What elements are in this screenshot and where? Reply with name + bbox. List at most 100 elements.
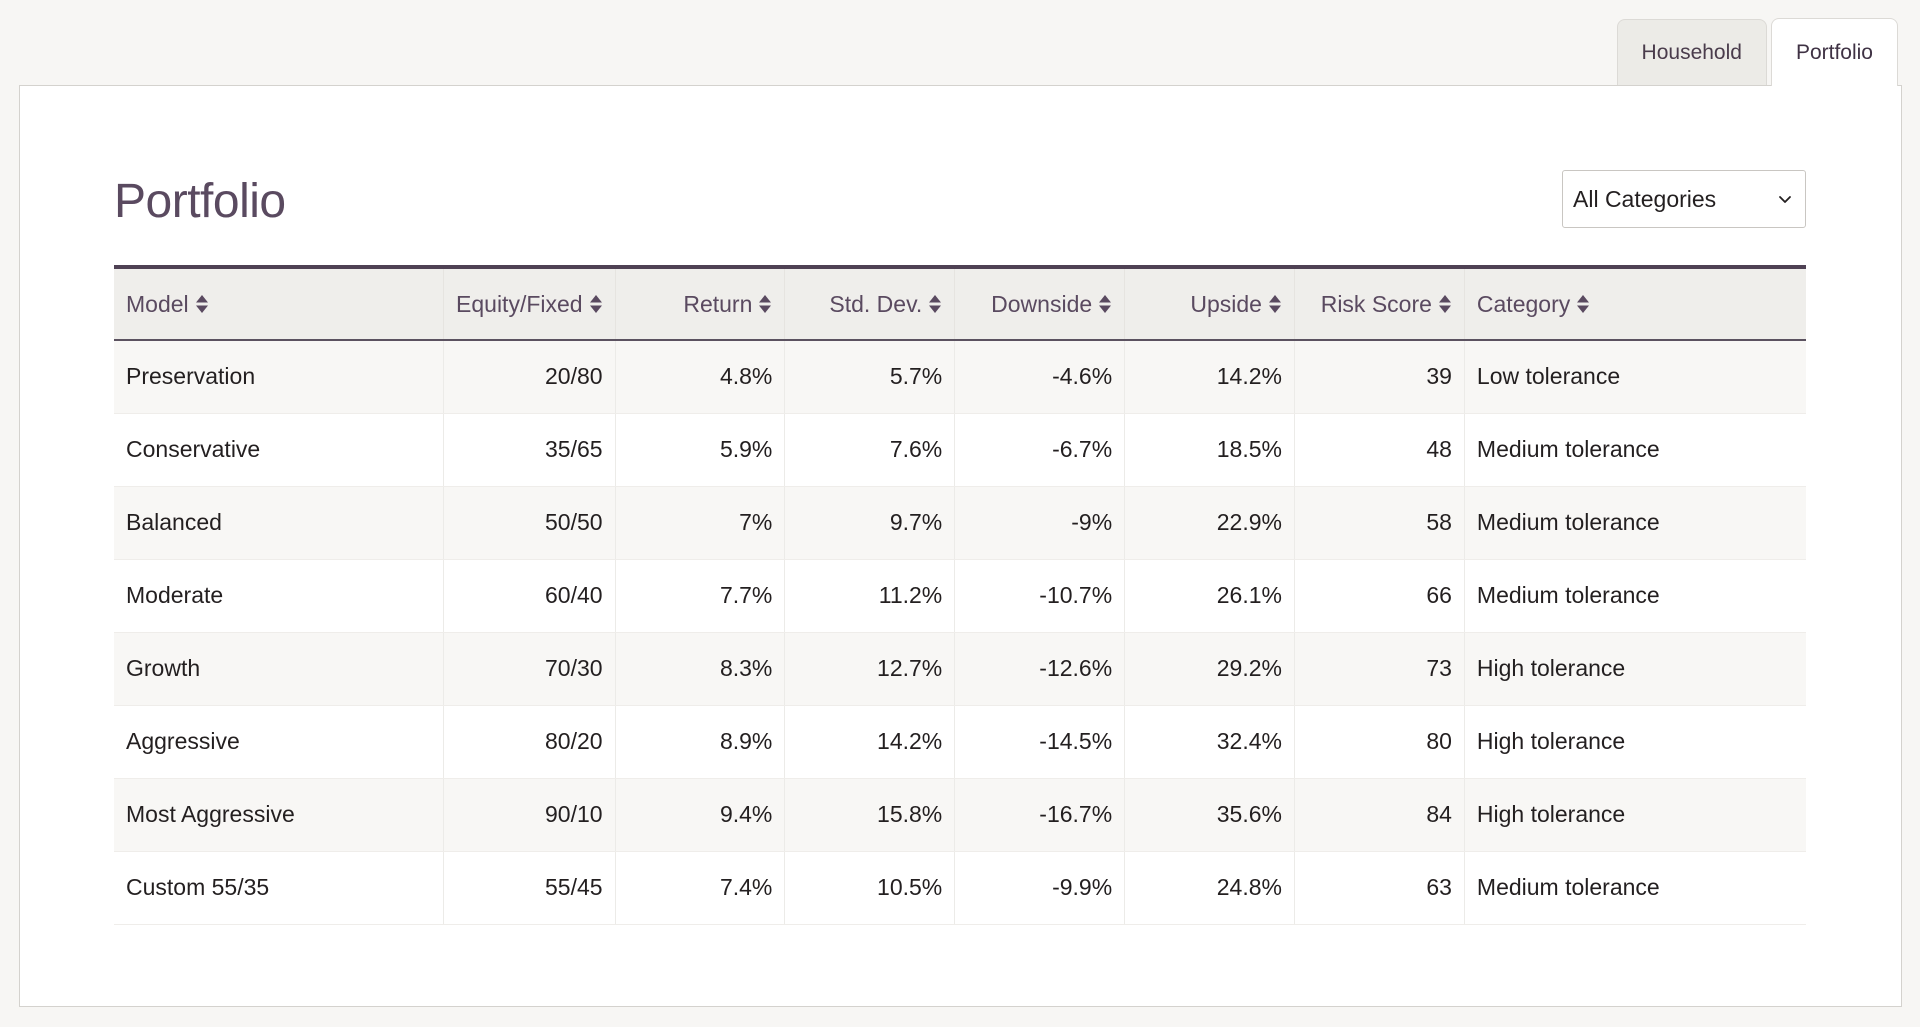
table-row: Balanced 50/50 7% 9.7% -9% 22.9% 58 Medium tole… bbox=[114, 486, 1806, 560]
table-cell: 7.6% bbox=[784, 413, 956, 487]
table-cell: 60/40 bbox=[443, 559, 616, 633]
table-cell: Balanced bbox=[114, 486, 445, 560]
table-cell: 9.7% bbox=[784, 486, 956, 560]
column-header[interactable]: Downside bbox=[954, 267, 1126, 340]
table-cell: 15.8% bbox=[784, 778, 956, 852]
table-body: Preservation 20/80 4.8% 5.7% -4.6% 14.2% 39 Low… bbox=[114, 340, 1806, 925]
table-cell: -10.7% bbox=[954, 559, 1126, 633]
table-cell: 80/20 bbox=[443, 705, 616, 779]
table-cell: High tolerance bbox=[1464, 632, 1806, 706]
table-row: Moderate 60/40 7.7% 11.2% -10.7% 26.1% 66 Mediu… bbox=[114, 559, 1806, 633]
table-cell: -9.9% bbox=[954, 851, 1126, 925]
table-cell: 63 bbox=[1294, 851, 1465, 925]
table-cell: Growth bbox=[114, 632, 445, 706]
sort-icon bbox=[195, 295, 208, 313]
table-cell: Conservative bbox=[114, 413, 445, 487]
column-header[interactable]: Category bbox=[1464, 267, 1806, 340]
table-cell: 14.2% bbox=[784, 705, 956, 779]
table-cell: 22.9% bbox=[1124, 486, 1295, 560]
table-cell: 70/30 bbox=[443, 632, 616, 706]
table-cell: Custom 55/35 bbox=[114, 851, 445, 925]
table-cell: 11.2% bbox=[784, 559, 956, 633]
table-cell: Low tolerance bbox=[1464, 340, 1806, 414]
column-header[interactable]: Upside bbox=[1124, 267, 1295, 340]
table-row: Preservation 20/80 4.8% 5.7% -4.6% 14.2% 39 Low… bbox=[114, 340, 1806, 414]
sort-icon bbox=[589, 295, 602, 313]
table-cell: 90/10 bbox=[443, 778, 616, 852]
column-header-label: Return bbox=[683, 290, 753, 317]
table-cell: High tolerance bbox=[1464, 778, 1806, 852]
tab-portfolio[interactable]: Portfolio bbox=[1770, 18, 1898, 86]
portfolio-table: Model Equity/Fixed Return Std. Dev. Downside… bbox=[114, 265, 1806, 925]
sort-icon bbox=[1438, 295, 1451, 313]
tab-household[interactable]: Household bbox=[1616, 19, 1767, 86]
table-cell: 18.5% bbox=[1124, 413, 1295, 487]
category-filter-select[interactable]: All Categories bbox=[1562, 170, 1806, 228]
table-cell: 66 bbox=[1294, 559, 1465, 633]
table-cell: 73 bbox=[1294, 632, 1465, 706]
table-cell: 39 bbox=[1294, 340, 1465, 414]
table-header: Model Equity/Fixed Return Std. Dev. Downside… bbox=[114, 267, 1806, 340]
sort-icon bbox=[1268, 295, 1281, 313]
column-header-label: Std. Dev. bbox=[829, 290, 923, 317]
table-cell: 84 bbox=[1294, 778, 1465, 852]
column-header-label: Upside bbox=[1190, 290, 1262, 317]
table-cell: -12.6% bbox=[954, 632, 1126, 706]
table-cell: 55/45 bbox=[443, 851, 616, 925]
sort-icon bbox=[759, 295, 772, 313]
column-header-label: Downside bbox=[991, 290, 1093, 317]
sort-icon bbox=[929, 295, 942, 313]
table-cell: -14.5% bbox=[954, 705, 1126, 779]
table-row: Growth 70/30 8.3% 12.7% -12.6% 29.2% 73 High to… bbox=[114, 632, 1806, 706]
table-cell: 7.7% bbox=[615, 559, 786, 633]
table-cell: Medium tolerance bbox=[1464, 486, 1806, 560]
page-title: Portfolio bbox=[114, 175, 286, 228]
table-cell: 7% bbox=[615, 486, 786, 560]
table-cell: Most Aggressive bbox=[114, 778, 445, 852]
table-cell: 26.1% bbox=[1124, 559, 1295, 633]
table-cell: 7.4% bbox=[615, 851, 786, 925]
table-cell: 8.3% bbox=[615, 632, 786, 706]
table-cell: -6.7% bbox=[954, 413, 1126, 487]
chevron-down-icon bbox=[1779, 196, 1791, 203]
table-cell: Medium tolerance bbox=[1464, 413, 1806, 487]
column-header[interactable]: Risk Score bbox=[1294, 267, 1465, 340]
table-cell: 50/50 bbox=[443, 486, 616, 560]
table-cell: 12.7% bbox=[784, 632, 956, 706]
category-filter-value: All Categories bbox=[1573, 185, 1717, 212]
table-cell: -16.7% bbox=[954, 778, 1126, 852]
table-cell: 5.9% bbox=[615, 413, 786, 487]
sort-icon bbox=[1577, 295, 1590, 313]
table-row: Custom 55/35 55/45 7.4% 10.5% -9.9% 24.8% 63 Me… bbox=[114, 851, 1806, 925]
table-cell: 5.7% bbox=[784, 340, 956, 414]
table-cell: Moderate bbox=[114, 559, 445, 633]
table-cell: 20/80 bbox=[443, 340, 616, 414]
column-header-label: Model bbox=[126, 290, 189, 317]
table-cell: -4.6% bbox=[954, 340, 1126, 414]
tab-bar: Household Portfolio bbox=[1613, 18, 1898, 86]
table-row: Most Aggressive 90/10 9.4% 15.8% -16.7% 35.6%… bbox=[114, 778, 1806, 852]
table-cell: 58 bbox=[1294, 486, 1465, 560]
table-cell: Aggressive bbox=[114, 705, 445, 779]
table-row: Aggressive 80/20 8.9% 14.2% -14.5% 32.4% 80 Hig… bbox=[114, 705, 1806, 779]
table-cell: 32.4% bbox=[1124, 705, 1295, 779]
table-cell: 29.2% bbox=[1124, 632, 1295, 706]
table-cell: 48 bbox=[1294, 413, 1465, 487]
table-cell: Medium tolerance bbox=[1464, 851, 1806, 925]
column-header[interactable]: Return bbox=[615, 267, 786, 340]
column-header[interactable]: Equity/Fixed bbox=[443, 267, 616, 340]
column-header[interactable]: Model bbox=[114, 267, 445, 340]
column-header-label: Category bbox=[1476, 290, 1571, 317]
table-cell: 10.5% bbox=[784, 851, 956, 925]
table-cell: 35.6% bbox=[1124, 778, 1295, 852]
column-header-label: Risk Score bbox=[1320, 290, 1432, 317]
table-cell: 8.9% bbox=[615, 705, 786, 779]
table-cell: 9.4% bbox=[615, 778, 786, 852]
table-cell: 35/65 bbox=[443, 413, 616, 487]
column-header-label: Equity/Fixed bbox=[456, 290, 583, 317]
table-cell: Preservation bbox=[114, 340, 445, 414]
table-cell: Medium tolerance bbox=[1464, 559, 1806, 633]
column-header[interactable]: Std. Dev. bbox=[784, 267, 956, 340]
table-cell: 14.2% bbox=[1124, 340, 1295, 414]
table-cell: High tolerance bbox=[1464, 705, 1806, 779]
